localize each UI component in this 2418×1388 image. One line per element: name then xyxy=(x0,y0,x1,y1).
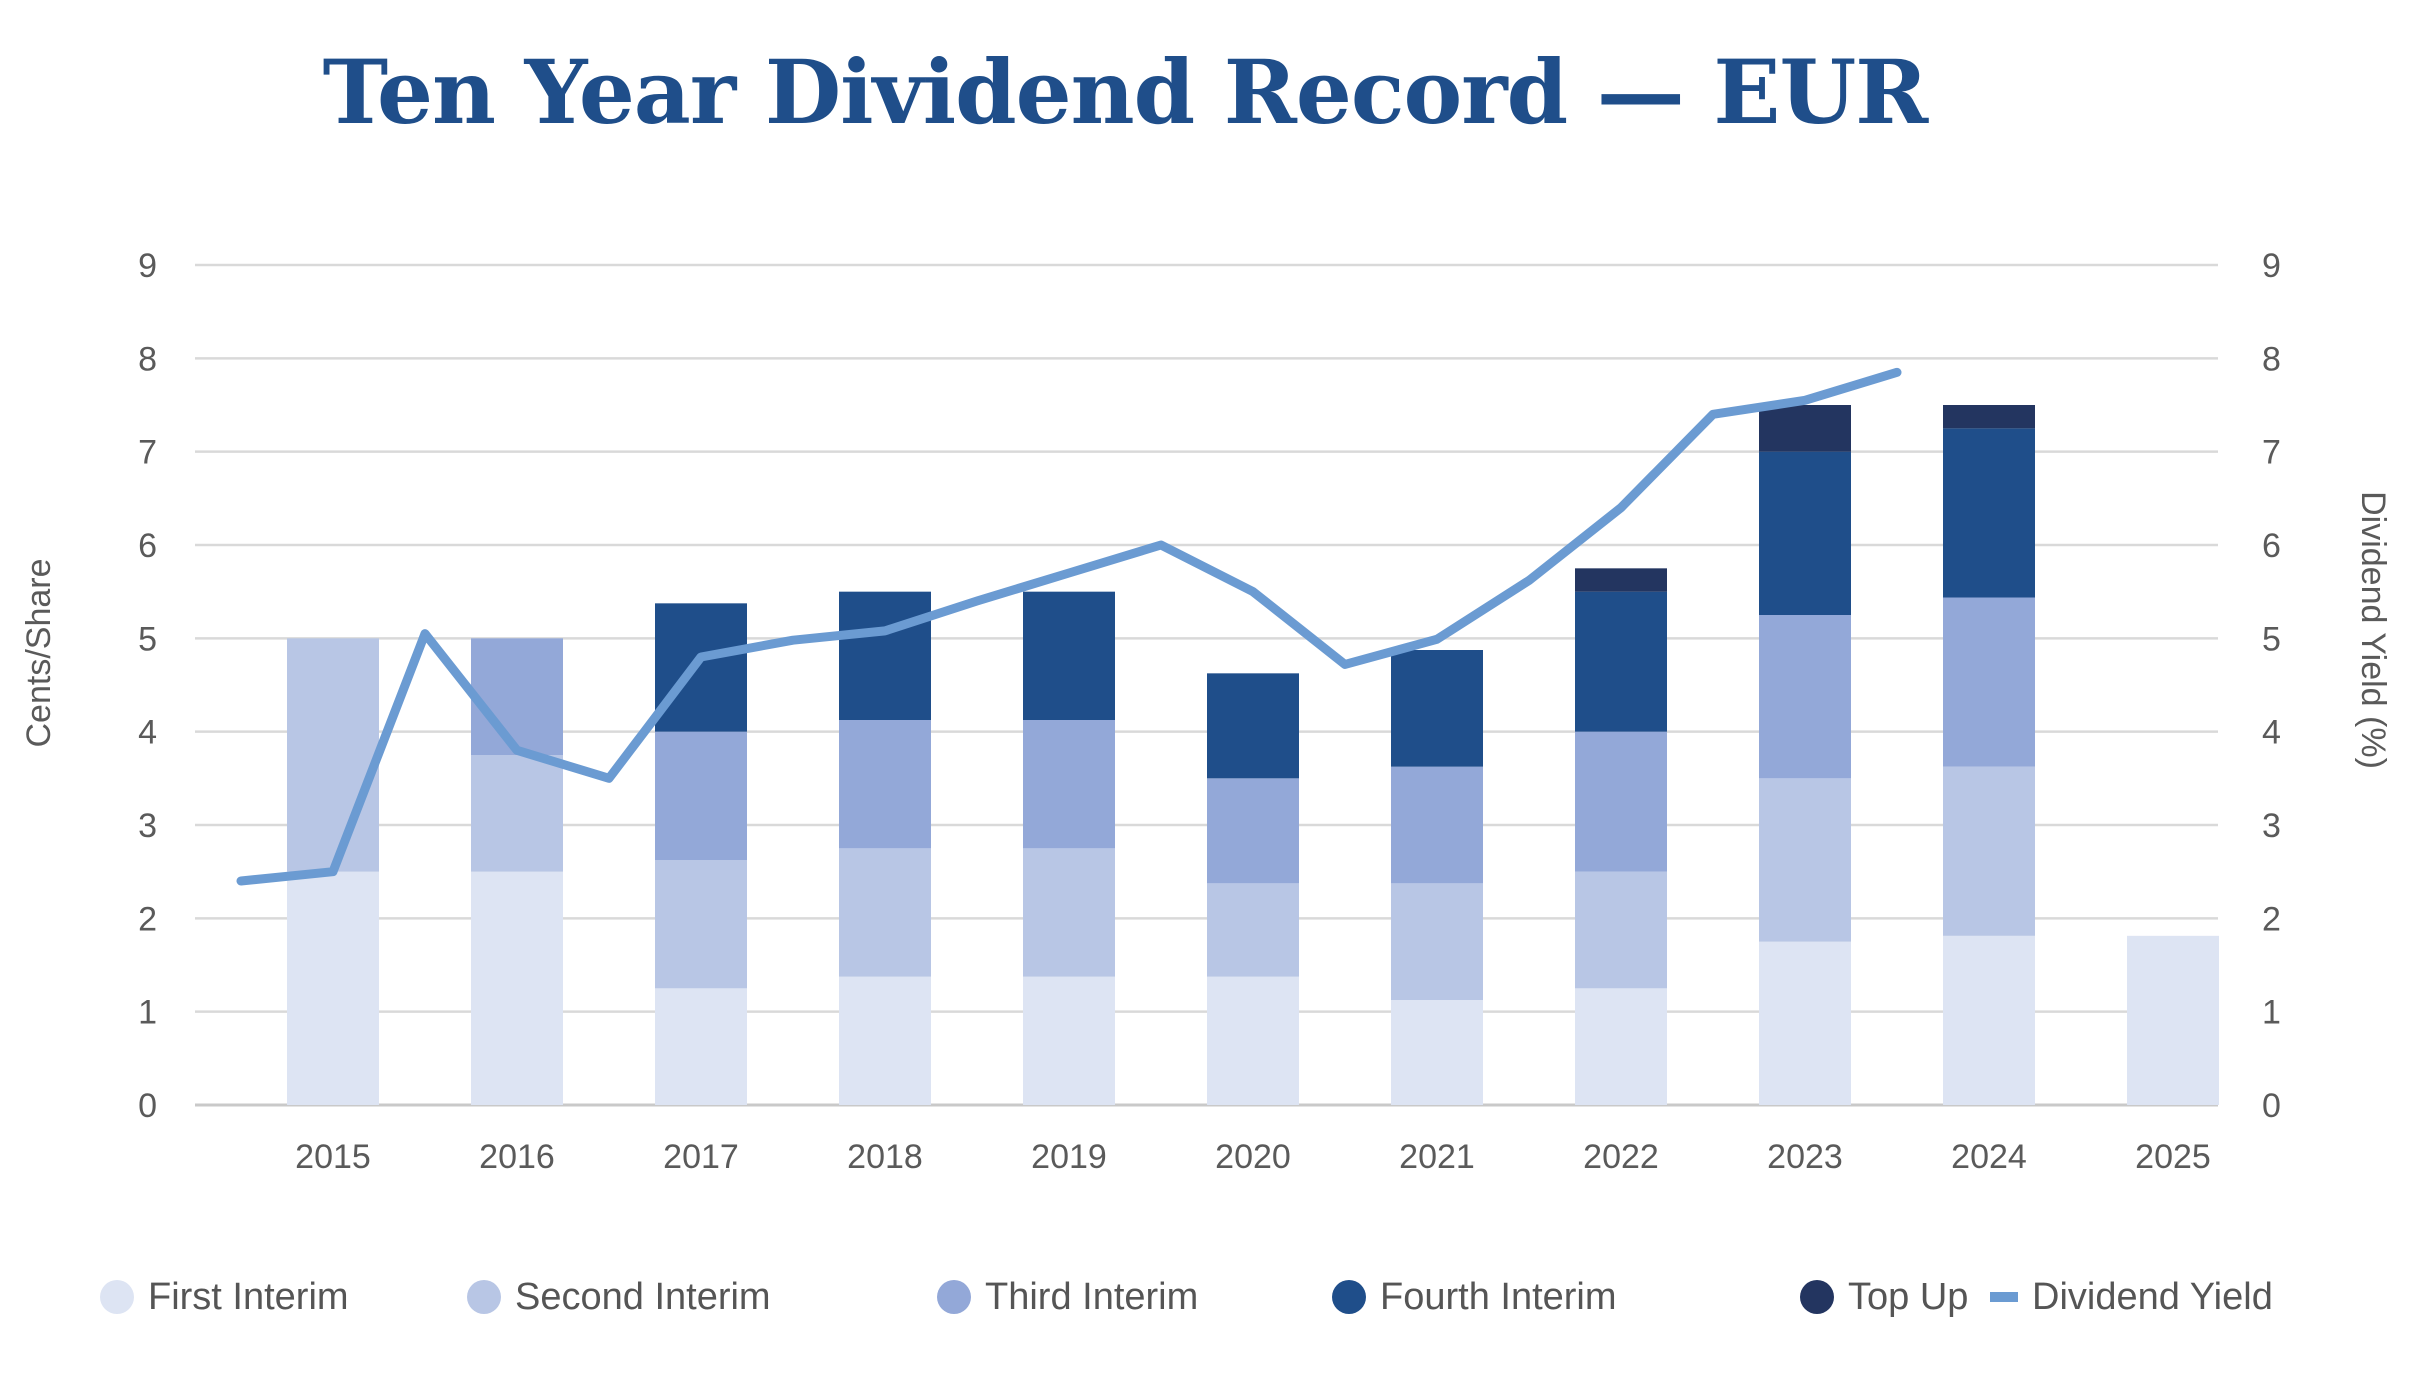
tick-labels: 0 0 1 1 2 2 3 3 4 4 5 5 6 6 7 7 8 8 9 9 2015 2016 2017 2018 2019… xyxy=(138,247,2281,1176)
bar-segment-first-interim xyxy=(839,976,931,1105)
bar-segment-fourth-interim xyxy=(1759,451,1851,615)
bar-segment-second-interim xyxy=(655,860,747,989)
bar-segment-second-interim xyxy=(287,638,379,872)
x-tick-label: 2018 xyxy=(847,1138,923,1176)
y-tick-label: 9 xyxy=(138,247,157,285)
legend-item-top-up: Top Up xyxy=(1800,1262,1968,1332)
y2-tick-label: 3 xyxy=(2262,807,2281,845)
bar-segment-second-interim xyxy=(1023,848,1115,977)
legend-label: Fourth Interim xyxy=(1380,1275,1617,1318)
x-tick-label: 2022 xyxy=(1583,1138,1659,1176)
legend-item-third-interim: Third Interim xyxy=(937,1262,1198,1332)
legend: First Interim Second Interim Third Interim… xyxy=(100,1262,2400,1332)
y-tick-label: 2 xyxy=(138,900,157,938)
bar-segment-third-interim xyxy=(1207,778,1299,884)
y2-tick-label: 7 xyxy=(2262,434,2281,472)
bar-segment-fourth-interim xyxy=(1391,650,1483,767)
bar-segment-third-interim xyxy=(1023,720,1115,849)
x-tick-label: 2025 xyxy=(2135,1138,2211,1176)
legend-label: Dividend Yield xyxy=(2032,1275,2273,1318)
bar-segment-third-interim xyxy=(1391,766,1483,884)
bar-segment-first-interim xyxy=(1575,988,1667,1105)
legend-swatch xyxy=(1990,1292,2018,1302)
x-tick-label: 2020 xyxy=(1215,1138,1291,1176)
chart-title: Ten Year Dividend Record — EUR xyxy=(322,40,1929,144)
bar-segment-second-interim xyxy=(1391,883,1483,1000)
bar-segment-second-interim xyxy=(1575,871,1667,989)
bar-segment-first-interim xyxy=(1943,935,2035,1105)
y2-axis-title: Dividend Yield (%) xyxy=(2354,491,2392,769)
y2-tick-label: 6 xyxy=(2262,527,2281,565)
legend-item-fourth-interim: Fourth Interim xyxy=(1332,1262,1617,1332)
bar-segment-top-up xyxy=(1943,405,2035,429)
x-tick-label: 2016 xyxy=(479,1138,555,1176)
y-tick-label: 1 xyxy=(138,994,157,1032)
bar-segment-second-interim xyxy=(1943,766,2035,936)
bar-segment-third-interim xyxy=(471,638,563,755)
legend-label: Third Interim xyxy=(985,1275,1199,1318)
legend-item-second-interim: Second Interim xyxy=(467,1262,771,1332)
y2-tick-label: 1 xyxy=(2262,994,2281,1032)
bar-segment-third-interim xyxy=(1759,615,1851,779)
legend-item-dividend-yield: Dividend Yield xyxy=(1990,1262,2273,1332)
y-tick-label: 4 xyxy=(138,714,157,752)
bar-segment-third-interim xyxy=(839,720,931,849)
y-axis-title: Cents/Share xyxy=(20,559,58,748)
yield-line xyxy=(236,367,1902,886)
bar-segment-first-interim xyxy=(2127,935,2219,1105)
legend-swatch xyxy=(937,1280,971,1314)
legend-swatch xyxy=(100,1280,134,1314)
legend-item-first-interim: First Interim xyxy=(100,1262,349,1332)
bar-segment-fourth-interim xyxy=(1943,428,2035,598)
legend-swatch xyxy=(467,1280,501,1314)
bar-segment-second-interim xyxy=(471,755,563,872)
legend-label: Top Up xyxy=(1848,1275,1969,1318)
y-tick-label: 3 xyxy=(138,807,157,845)
bar-segment-second-interim xyxy=(1207,883,1299,977)
bar-segment-first-interim xyxy=(471,871,563,1105)
bar-segment-first-interim xyxy=(1759,941,1851,1105)
x-tick-label: 2021 xyxy=(1399,1138,1475,1176)
y2-tick-label: 4 xyxy=(2262,714,2281,752)
bar-segment-first-interim xyxy=(1391,1000,1483,1105)
bar-segment-fourth-interim xyxy=(1575,591,1667,732)
legend-label: First Interim xyxy=(148,1275,349,1318)
y-tick-label: 6 xyxy=(138,527,157,565)
x-tick-label: 2017 xyxy=(663,1138,739,1176)
bar-segment-third-interim xyxy=(1575,731,1667,872)
y-tick-label: 5 xyxy=(138,620,157,658)
bar-segment-first-interim xyxy=(1207,976,1299,1105)
y2-tick-label: 9 xyxy=(2262,247,2281,285)
legend-label: Second Interim xyxy=(515,1275,771,1318)
x-tick-label: 2015 xyxy=(295,1138,371,1176)
y-tick-label: 7 xyxy=(138,434,157,472)
y-tick-label: 8 xyxy=(138,340,157,378)
bar-segment-third-interim xyxy=(655,731,747,860)
legend-swatch xyxy=(1332,1280,1366,1314)
x-tick-label: 2023 xyxy=(1767,1138,1843,1176)
bar-segment-second-interim xyxy=(839,848,931,977)
y2-tick-label: 2 xyxy=(2262,900,2281,938)
dividend-yield-line xyxy=(236,367,1902,886)
bar-segment-fourth-interim xyxy=(1207,673,1299,779)
bar-segment-top-up xyxy=(1759,405,1851,452)
bar-segment-fourth-interim xyxy=(1023,591,1115,720)
bars xyxy=(287,405,2219,1105)
bar-segment-first-interim xyxy=(655,988,747,1105)
x-tick-label: 2024 xyxy=(1951,1138,2027,1176)
bar-segment-fourth-interim xyxy=(655,603,747,732)
y2-tick-label: 0 xyxy=(2262,1087,2281,1125)
bar-segment-fourth-interim xyxy=(839,591,931,720)
bar-segment-second-interim xyxy=(1759,778,1851,942)
x-tick-label: 2019 xyxy=(1031,1138,1107,1176)
y-tick-label: 0 xyxy=(138,1087,157,1125)
y2-tick-label: 5 xyxy=(2262,620,2281,658)
bar-segment-top-up xyxy=(1575,568,1667,592)
bar-segment-first-interim xyxy=(287,871,379,1105)
bar-segment-third-interim xyxy=(1943,597,2035,767)
y2-tick-label: 8 xyxy=(2262,340,2281,378)
legend-swatch xyxy=(1800,1280,1834,1314)
bar-segment-first-interim xyxy=(1023,976,1115,1105)
